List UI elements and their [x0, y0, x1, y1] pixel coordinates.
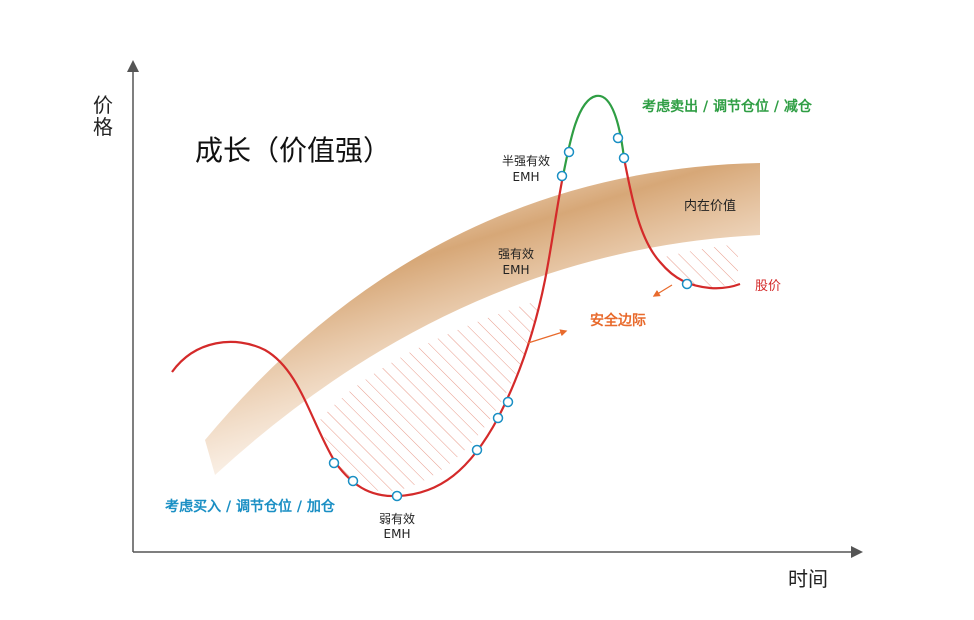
- marker: [612, 132, 624, 144]
- semi-strong-emh-label-1: 半强有效: [502, 153, 550, 168]
- sell-zone-curve: [561, 94, 626, 177]
- y-axis-arrow: [127, 60, 139, 72]
- strong-emh-label-1: 强有效: [498, 246, 534, 261]
- intrinsic-value-label: 内在价值: [684, 198, 736, 214]
- weak-emh-label-2: EMH: [384, 527, 411, 541]
- y-axis-label-1: 价格: [93, 93, 113, 139]
- intrinsic-value-band: [205, 163, 760, 475]
- strong-emh-label-2: EMH: [503, 263, 530, 277]
- diagram-title: 成长（价值强）: [195, 134, 391, 167]
- safety-margin-hatch-upper: [660, 244, 738, 287]
- marker: [391, 490, 403, 502]
- buy-action-label: 考虑买入 / 调节仓位 / 加仓: [165, 498, 336, 515]
- marker: [328, 457, 340, 469]
- stock-price-curve-tail: [622, 157, 741, 290]
- safety-margin-arrow-left: [527, 329, 568, 344]
- marker: [492, 412, 504, 424]
- marker: [556, 170, 568, 182]
- sell-action-label: 考虑卖出 / 调节仓位 / 减仓: [642, 98, 813, 115]
- curve-markers: [328, 132, 693, 502]
- safety-margin-hatch-lower: [320, 300, 540, 492]
- marker: [502, 396, 514, 408]
- x-axis-label: 时间: [788, 567, 828, 591]
- stock-price-label: 股价: [755, 279, 781, 294]
- x-axis-arrow: [851, 546, 863, 558]
- marker: [681, 278, 693, 290]
- weak-emh-label-1: 弱有效: [379, 511, 415, 526]
- semi-strong-emh-label-2: EMH: [513, 170, 540, 184]
- marker: [347, 475, 359, 487]
- marker: [563, 146, 575, 158]
- safety-margin-arrow-right: [652, 284, 673, 297]
- marker: [471, 444, 483, 456]
- stock-price-curve: [171, 175, 565, 498]
- safety-margin-label: 安全边际: [590, 312, 646, 329]
- marker: [618, 152, 630, 164]
